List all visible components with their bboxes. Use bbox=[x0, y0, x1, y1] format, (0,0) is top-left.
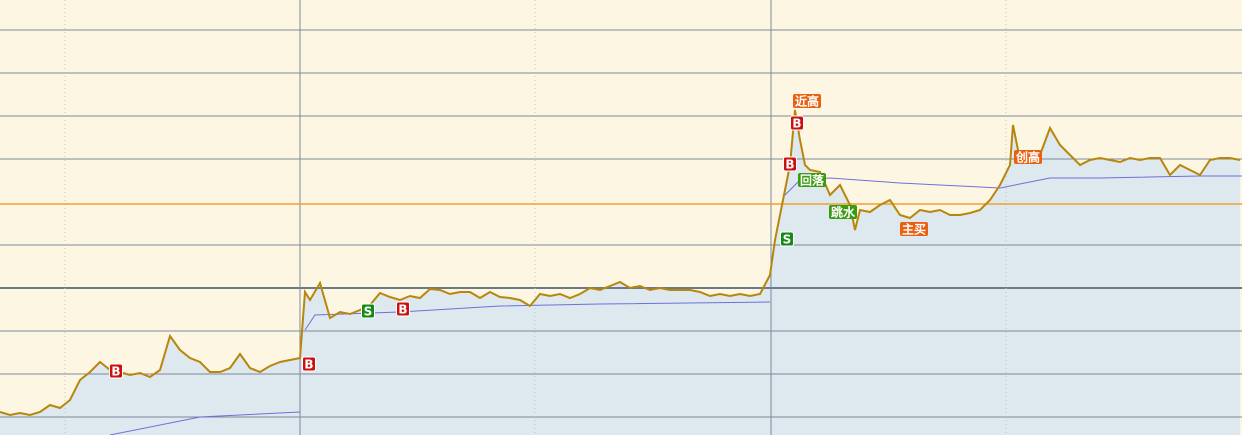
annotation-label: B bbox=[792, 117, 801, 131]
annotation-box bbox=[1014, 150, 1042, 164]
annotation-label: 近高 bbox=[795, 94, 819, 109]
annotation-box bbox=[302, 356, 316, 372]
annotation-label: 跳水 bbox=[831, 205, 856, 220]
annotation-label: B bbox=[304, 358, 313, 372]
annotation-box bbox=[109, 363, 123, 379]
annotation-box bbox=[780, 231, 794, 247]
annotation-label: B bbox=[398, 303, 407, 317]
annotation-label: 回落 bbox=[800, 173, 825, 188]
annotation-label: B bbox=[111, 365, 120, 379]
annotation-box bbox=[783, 156, 797, 172]
annotation-box bbox=[798, 173, 826, 187]
annotation-box bbox=[790, 115, 804, 131]
annotation-box bbox=[829, 205, 857, 219]
annotation-box bbox=[396, 301, 410, 317]
annotation-label: B bbox=[785, 158, 794, 172]
annotation-label: 创高 bbox=[1015, 150, 1040, 165]
annotation-box bbox=[900, 222, 928, 236]
annotation-box bbox=[361, 303, 375, 319]
annotation-label: S bbox=[783, 233, 792, 247]
price-area bbox=[0, 110, 1240, 435]
annotation-label: 主买 bbox=[902, 222, 926, 237]
annotation-label: S bbox=[364, 305, 373, 319]
annotation-box bbox=[793, 94, 821, 108]
